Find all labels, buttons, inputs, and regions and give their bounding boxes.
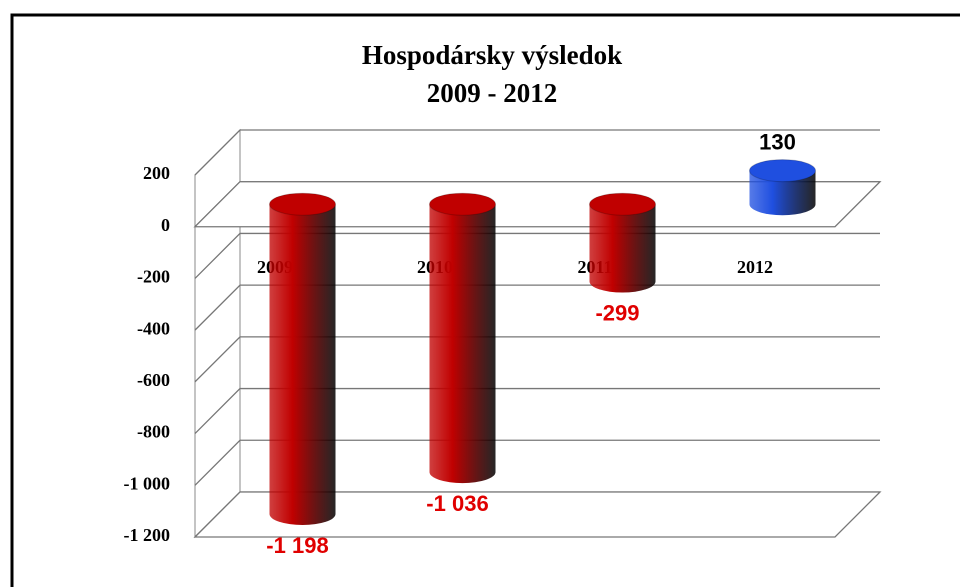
y-tick-label: 0 (161, 215, 170, 235)
chart-subtitle: 2009 - 2012 (427, 78, 558, 108)
value-label: -1 036 (426, 491, 488, 516)
bar-cap (749, 159, 816, 183)
bar-cap (589, 192, 656, 216)
bar (589, 192, 656, 293)
y-tick-label: -600 (137, 370, 170, 390)
value-label: 130 (759, 129, 796, 154)
bar-body (589, 204, 656, 293)
grid-line (194, 232, 880, 279)
grid-line (194, 129, 880, 176)
grid-line (194, 284, 880, 331)
bar-body (749, 170, 816, 216)
value-label: -1 198 (266, 533, 328, 558)
grid-line (194, 387, 880, 435)
x-tick-label: 2012 (737, 257, 773, 277)
bar (269, 192, 336, 525)
grid-line (194, 439, 880, 486)
bar-body (269, 204, 336, 525)
value-label: -299 (595, 300, 639, 325)
bar-body (429, 204, 496, 484)
y-tick-label: -1 000 (124, 473, 171, 493)
bar-cap (429, 192, 496, 216)
floor (193, 491, 882, 538)
y-tick-label: -400 (137, 318, 170, 338)
bar (429, 192, 496, 484)
y-tick-label: 200 (143, 163, 170, 183)
y-tick-label: -200 (137, 267, 170, 287)
grid-line (194, 336, 880, 383)
chart-title: Hospodársky výsledok (362, 40, 622, 70)
bar (749, 159, 816, 216)
bar-cap (269, 192, 336, 216)
y-tick-label: -1 200 (124, 525, 171, 545)
y-tick-label: -800 (137, 422, 170, 442)
